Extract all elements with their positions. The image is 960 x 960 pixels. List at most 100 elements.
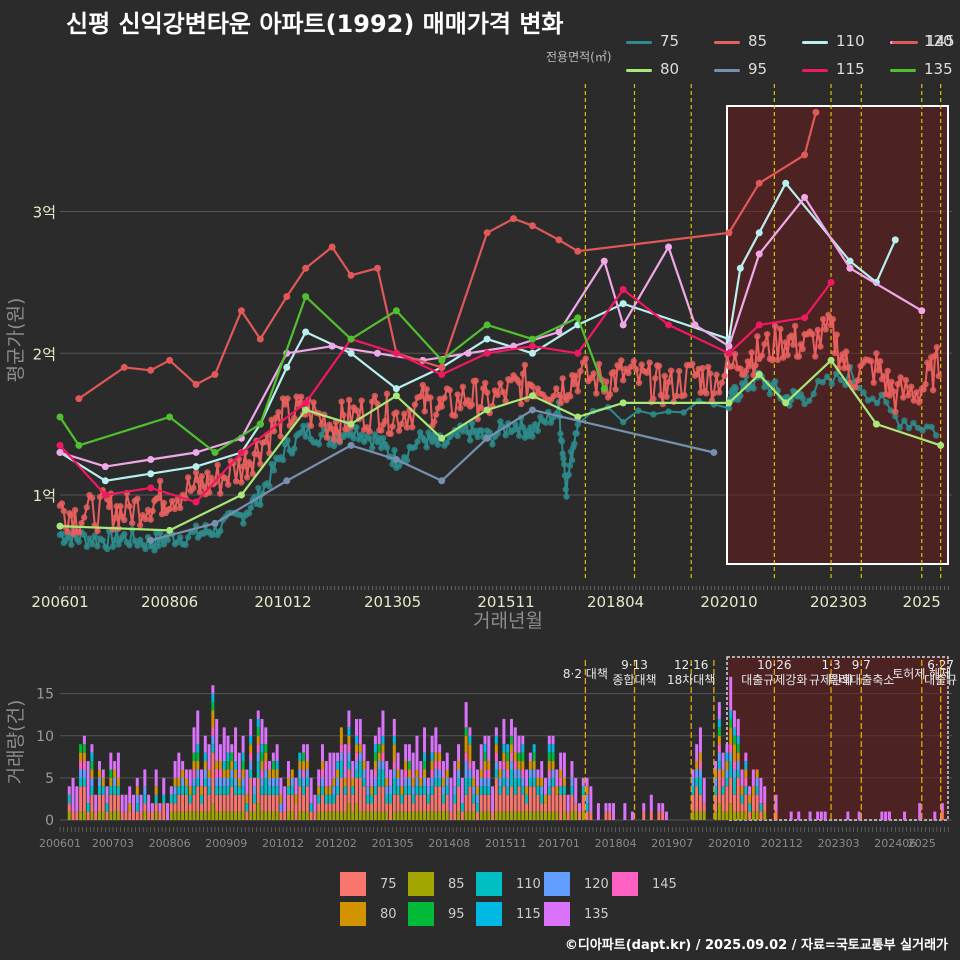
point-75	[94, 543, 101, 550]
policy-label: 규제완화	[809, 673, 853, 687]
point-85	[819, 315, 827, 323]
bar-segment	[438, 786, 442, 812]
bar-segment	[347, 710, 351, 728]
bar-segment	[740, 794, 744, 804]
bar-segment	[547, 735, 551, 745]
point-85	[111, 514, 119, 522]
bar-segment	[184, 777, 188, 787]
point-85	[136, 522, 144, 529]
bar-segment	[774, 811, 778, 820]
bar-segment	[90, 794, 94, 812]
bar-segment	[79, 786, 83, 812]
y-axis-label: 평균가(원)	[5, 298, 27, 383]
bar-segment	[729, 777, 733, 804]
point-85	[142, 515, 149, 523]
bar-segment	[275, 811, 279, 820]
bar-segment	[215, 777, 219, 787]
point-85	[169, 497, 176, 505]
legend-swatch	[802, 69, 828, 72]
bar-segment	[200, 769, 204, 787]
bar-segment	[355, 769, 358, 778]
bar-segment	[725, 752, 729, 762]
bar-segment	[336, 761, 340, 770]
point-75	[347, 430, 355, 437]
point-85	[652, 375, 659, 382]
bar-segment	[407, 786, 411, 795]
bar-segment	[192, 752, 196, 762]
point-75	[928, 423, 935, 431]
point-75	[443, 439, 451, 446]
bar-segment	[169, 803, 173, 812]
point-145	[147, 366, 155, 374]
point-75	[459, 428, 467, 435]
bar-segment	[608, 803, 612, 812]
bar-segment	[373, 735, 377, 745]
point-80	[302, 406, 310, 414]
bar-segment	[389, 794, 393, 804]
bar-segment	[260, 786, 264, 795]
point-115	[528, 342, 536, 350]
bar-segment	[729, 761, 733, 778]
point-85	[675, 367, 683, 375]
bar-segment	[355, 803, 358, 820]
point-85	[758, 352, 766, 359]
bar-segment	[385, 794, 389, 804]
point-135	[211, 448, 219, 456]
bar-segment	[521, 786, 525, 795]
bar-segment	[226, 786, 230, 795]
bar-segment	[509, 769, 513, 787]
bar-segment	[230, 811, 234, 820]
bar-segment	[729, 752, 733, 762]
bar-segment	[234, 769, 238, 778]
bar-segment	[479, 744, 483, 770]
point-85	[902, 376, 910, 384]
bar-segment	[271, 777, 275, 787]
point-145	[347, 271, 355, 279]
point-85	[619, 377, 627, 384]
point-115	[619, 285, 627, 293]
bar-segment	[264, 777, 268, 795]
point-75	[432, 436, 440, 443]
bar-segment	[320, 744, 324, 762]
bar-segment	[498, 786, 502, 795]
bar-segment	[82, 786, 86, 812]
bar-segment	[464, 702, 468, 728]
bar-segment	[430, 752, 434, 762]
bar-segment	[438, 744, 442, 753]
bar-segment	[79, 761, 83, 770]
bar-segment	[589, 811, 593, 820]
bar-segment	[90, 744, 94, 753]
bar-segment	[370, 803, 374, 812]
bar-segment	[751, 811, 755, 820]
point-75	[300, 422, 307, 430]
bar-segment	[472, 811, 476, 820]
bar-segment	[332, 752, 336, 778]
bar-segment	[525, 769, 529, 787]
bar-segment	[256, 752, 260, 762]
bar-y-tick-label: 15	[36, 687, 54, 703]
bar-segment	[438, 761, 442, 770]
bar-segment	[729, 676, 733, 711]
bar-segment	[517, 752, 521, 762]
bar-segment	[298, 786, 302, 812]
bar-segment	[407, 794, 411, 812]
point-120	[147, 456, 155, 464]
bar-segment	[585, 794, 589, 804]
bar-segment	[218, 794, 222, 812]
bar-segment	[736, 718, 740, 736]
bar-segment	[97, 769, 101, 778]
bar-segment	[113, 786, 117, 795]
bar-segment	[264, 811, 268, 820]
point-120	[56, 448, 64, 456]
bar-segment	[222, 811, 226, 820]
point-145	[725, 229, 733, 237]
bar-segment	[75, 786, 79, 812]
point-95	[483, 434, 491, 442]
point-85	[559, 375, 566, 382]
bar-segment	[755, 777, 759, 787]
bar-segment	[434, 752, 438, 762]
point-85	[703, 390, 710, 397]
bar-segment	[230, 769, 234, 778]
bar-segment	[498, 794, 502, 812]
bar-segment	[494, 769, 498, 778]
